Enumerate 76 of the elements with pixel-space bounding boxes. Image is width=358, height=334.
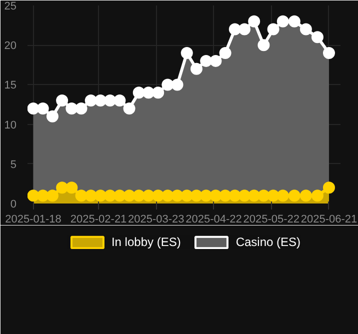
point	[132, 86, 145, 99]
x-tick-label: 2025-02-21	[70, 214, 127, 226]
y-tick-label: 10	[4, 119, 17, 132]
point	[322, 47, 335, 60]
point	[248, 15, 260, 28]
point	[36, 102, 49, 114]
point	[288, 190, 300, 202]
legend-label: In lobby (ES)	[111, 235, 181, 249]
x-tick-label: 2025-03-23	[128, 214, 184, 226]
point	[300, 23, 312, 36]
point	[28, 190, 40, 202]
point	[276, 15, 289, 28]
point	[46, 190, 58, 202]
point	[162, 78, 174, 91]
point	[56, 94, 68, 107]
point	[267, 23, 280, 36]
point	[190, 62, 202, 75]
point	[219, 47, 232, 60]
point	[75, 190, 88, 202]
point	[228, 190, 241, 202]
point	[200, 54, 212, 67]
point	[94, 94, 106, 107]
legend-label: Casino (ES)	[236, 235, 301, 249]
point	[123, 102, 136, 114]
point	[258, 190, 270, 202]
point	[84, 190, 97, 202]
point	[267, 190, 280, 202]
point	[180, 190, 193, 202]
point	[238, 190, 250, 202]
point	[56, 182, 68, 194]
point	[152, 190, 164, 202]
point	[114, 190, 126, 202]
y-tick-label: 5	[10, 158, 17, 171]
point	[311, 190, 324, 202]
point	[258, 39, 270, 52]
point	[28, 102, 40, 114]
point	[190, 190, 202, 202]
point	[84, 94, 97, 107]
point	[132, 190, 145, 202]
point	[210, 54, 222, 67]
point	[248, 190, 260, 202]
y-tick-label: 20	[4, 40, 17, 52]
x-tick-label: 2025-06-21	[300, 214, 358, 226]
point	[288, 15, 300, 28]
point	[311, 31, 324, 44]
point	[94, 190, 106, 202]
y-tick-label: 15	[4, 80, 17, 92]
point	[104, 190, 116, 202]
point	[180, 47, 193, 60]
x-tick-label: 2025-01-18	[5, 214, 62, 226]
point	[123, 190, 136, 202]
point	[152, 86, 164, 99]
point	[228, 23, 241, 36]
point	[210, 190, 222, 202]
point	[142, 190, 154, 202]
point	[300, 190, 312, 202]
point	[276, 190, 289, 202]
y-tick-label: 0	[10, 198, 17, 210]
point	[200, 190, 212, 202]
point	[66, 182, 78, 194]
point	[238, 23, 250, 36]
point	[66, 102, 78, 114]
point	[162, 190, 174, 202]
point	[75, 102, 88, 114]
x-tick-label: 2025-04-22	[186, 214, 242, 226]
point	[104, 94, 116, 107]
point	[142, 86, 154, 99]
point	[219, 190, 232, 202]
x-tick-label: 2025-05-22	[243, 214, 300, 226]
point	[171, 190, 184, 202]
point	[36, 190, 49, 202]
point	[171, 78, 184, 91]
y-tick-label: 25	[4, 0, 17, 12]
point	[46, 110, 58, 122]
point	[114, 94, 126, 107]
point	[322, 182, 335, 194]
